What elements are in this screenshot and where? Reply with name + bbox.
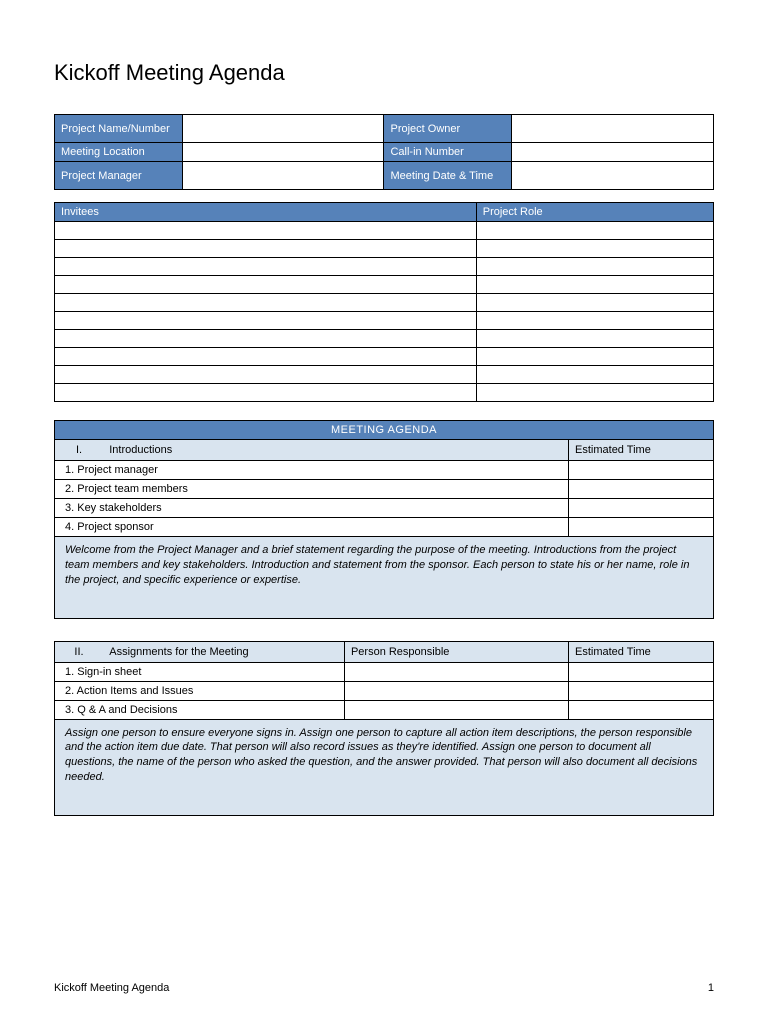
table-row — [55, 312, 714, 330]
table-row: 3. Key stakeholders — [55, 499, 714, 518]
label-pm: Project Manager — [55, 162, 183, 190]
page-title: Kickoff Meeting Agenda — [54, 60, 714, 86]
table-row: 1. Project manager — [55, 461, 714, 480]
footer-right: 1 — [708, 982, 714, 994]
section1-heading: I. Introductions — [55, 440, 569, 461]
section2-heading-text: Assignments for the Meeting — [109, 646, 248, 658]
table-row — [55, 240, 714, 258]
table-row — [55, 384, 714, 402]
table-row: 4. Project sponsor — [55, 518, 714, 537]
value-meeting-location — [182, 143, 384, 162]
table-row — [55, 366, 714, 384]
section1-heading-text: Introductions — [109, 444, 172, 456]
section2-person-header: Person Responsible — [344, 641, 568, 662]
table-row — [55, 222, 714, 240]
footer-left: Kickoff Meeting Agenda — [54, 982, 169, 994]
value-callin — [512, 143, 714, 162]
section2-roman: II. — [61, 646, 97, 658]
invitees-table: Invitees Project Role — [54, 202, 714, 402]
table-row — [55, 276, 714, 294]
invitees-header: Invitees — [55, 203, 477, 222]
table-row: 2. Action Items and Issues — [55, 681, 714, 700]
section2-heading: II. Assignments for the Meeting — [55, 641, 345, 662]
label-project-name: Project Name/Number — [55, 115, 183, 143]
table-row: 3. Q & A and Decisions — [55, 700, 714, 719]
table-row — [55, 330, 714, 348]
label-date-time: Meeting Date & Time — [384, 162, 512, 190]
agenda-section-2: II. Assignments for the Meeting Person R… — [54, 641, 714, 816]
agenda-section-1: MEETING AGENDA I. Introductions Estimate… — [54, 420, 714, 619]
section2-time-header: Estimated Time — [569, 641, 714, 662]
section2-note: Assign one person to ensure everyone sig… — [55, 719, 714, 815]
section1-note: Welcome from the Project Manager and a b… — [55, 537, 714, 619]
table-row: 2. Project team members — [55, 480, 714, 499]
section1-roman: I. — [61, 444, 97, 456]
label-callin: Call-in Number — [384, 143, 512, 162]
label-meeting-location: Meeting Location — [55, 143, 183, 162]
table-row — [55, 294, 714, 312]
label-project-owner: Project Owner — [384, 115, 512, 143]
value-pm — [182, 162, 384, 190]
page-footer: Kickoff Meeting Agenda 1 — [54, 982, 714, 994]
table-row: 1. Sign-in sheet — [55, 662, 714, 681]
value-date-time — [512, 162, 714, 190]
value-project-name — [182, 115, 384, 143]
section1-time-header: Estimated Time — [569, 440, 714, 461]
project-role-header: Project Role — [476, 203, 713, 222]
table-row — [55, 348, 714, 366]
value-project-owner — [512, 115, 714, 143]
agenda-title: MEETING AGENDA — [55, 421, 714, 440]
project-info-table: Project Name/Number Project Owner Meetin… — [54, 114, 714, 190]
table-row — [55, 258, 714, 276]
